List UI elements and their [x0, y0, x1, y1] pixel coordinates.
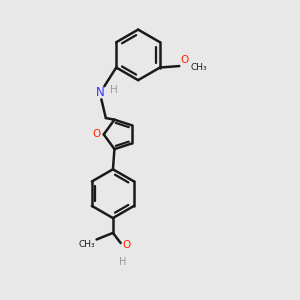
Text: O: O: [181, 55, 189, 65]
Text: O: O: [92, 129, 100, 139]
Text: CH₃: CH₃: [190, 63, 207, 72]
Text: N: N: [95, 86, 104, 99]
Text: CH₃: CH₃: [78, 240, 95, 249]
Text: H: H: [119, 257, 126, 267]
Text: H: H: [110, 85, 118, 95]
Text: O: O: [122, 240, 131, 250]
